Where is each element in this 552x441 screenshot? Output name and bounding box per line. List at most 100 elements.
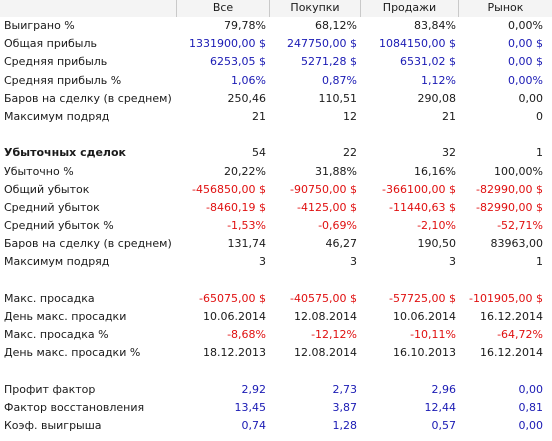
header-market[interactable]: Рынок — [458, 0, 552, 17]
row-value: 1,06% — [231, 73, 266, 87]
row-value: 110,51 — [318, 91, 358, 105]
row-value: 18.12.2013 — [203, 346, 266, 360]
row-value: 1084150,00 $ — [379, 37, 456, 51]
spacer-row — [0, 126, 552, 144]
row-value: -64,72% — [497, 328, 543, 342]
table-row: Общая прибыль 1331900,00 $ 247750,00 $ 1084… — [0, 35, 552, 53]
row-value: 0,00 $ — [508, 55, 543, 69]
row-value: -82990,00 $ — [476, 200, 543, 214]
row-value: -82990,00 $ — [476, 182, 543, 196]
row-value: 2,73 — [332, 382, 358, 396]
table-row: Макс. просадка % -8,68% -12,12% -10,11% -64,… — [0, 326, 552, 344]
row-label: Баров на сделку (в среднем) — [4, 237, 172, 251]
row-value: 0,00 — [518, 382, 544, 396]
row-value: -4125,00 $ — [297, 200, 357, 214]
row-label: Баров на сделку (в среднем) — [4, 91, 172, 105]
row-value: -12,12% — [311, 328, 357, 342]
row-label: День макс. просадки % — [4, 346, 141, 360]
table-row: Убыточных сделок 54 22 32 1 — [0, 144, 552, 162]
row-label: Максимум подряд — [4, 109, 110, 123]
row-label: День макс. просадки — [4, 310, 127, 323]
row-value: -65075,00 $ — [199, 291, 266, 305]
spacer-row — [0, 272, 552, 290]
row-value: -366100,00 $ — [382, 182, 456, 196]
table-row: Баров на сделку (в среднем) 131,74 46,27 19… — [0, 235, 552, 253]
table-row: Средний убыток % -1,53% -0,69% -2,10% -52,71… — [0, 217, 552, 235]
table-row: День макс. просадки 10.06.2014 12.08.2014 1… — [0, 308, 552, 326]
row-value: -2,10% — [417, 219, 456, 233]
row-label: Выиграно % — [4, 19, 75, 32]
row-value: -10,11% — [410, 328, 456, 342]
table-row: Макс. просадка -65075,00 $ -40575,00 $ -577… — [0, 290, 552, 308]
row-value: 13,45 — [234, 400, 267, 414]
table-row: Убыточно % 20,22% 31,88% 16,16% 100,00% — [0, 163, 552, 181]
row-label: Средний убыток — [4, 200, 100, 214]
row-value: 10.06.2014 — [393, 310, 456, 323]
row-value: 2,92 — [241, 382, 267, 396]
row-value: 21 — [442, 109, 456, 123]
row-value: 46,27 — [325, 237, 358, 251]
row-value: 12.08.2014 — [294, 310, 357, 323]
table-row: Максимум подряд 21 12 21 0 — [0, 108, 552, 126]
header-sells[interactable]: Продажи — [360, 0, 458, 17]
row-value: -1,53% — [227, 219, 266, 233]
row-value: 5271,28 $ — [301, 55, 357, 69]
row-value: 12 — [343, 109, 357, 123]
row-value: 3 — [259, 255, 266, 269]
row-value: 79,78% — [224, 19, 266, 32]
row-value: 6531,02 $ — [400, 55, 456, 69]
row-value: 3 — [350, 255, 357, 269]
row-value: -8,68% — [227, 328, 266, 342]
table-row: Баров на сделку (в среднем) 250,46 110,51 2… — [0, 90, 552, 108]
row-value: 0,00% — [508, 19, 543, 32]
row-value: 0,00 — [518, 419, 544, 433]
row-value: 247750,00 $ — [287, 37, 357, 51]
row-value: -40575,00 $ — [290, 291, 357, 305]
row-value: -0,69% — [318, 219, 357, 233]
row-value: 68,12% — [315, 19, 357, 32]
row-value: 1,28 — [332, 419, 358, 433]
row-label: Профит фактор — [4, 382, 96, 396]
row-value: 0,00 $ — [508, 37, 543, 51]
row-value: 54 — [252, 146, 266, 160]
table-row: Фактор восстановления 13,45 3,87 12,44 0,81 — [0, 399, 552, 417]
row-value: 0,00 — [518, 91, 544, 105]
row-label: Макс. просадка % — [4, 328, 109, 342]
row-value: 0,00% — [508, 73, 543, 87]
row-value: 2,96 — [431, 382, 457, 396]
row-value: 31,88% — [315, 164, 357, 178]
row-value: 1,12% — [421, 73, 456, 87]
stats-table-body: Выиграно % 79,78% 68,12% 83,84% 0,00% Общая п… — [0, 17, 552, 435]
row-value: 0,57 — [431, 419, 457, 433]
table-row: Средняя прибыль % 1,06% 0,87% 1,12% 0,00% — [0, 72, 552, 90]
row-value: 83,84% — [414, 19, 456, 32]
row-value: 22 — [343, 146, 357, 160]
row-label: Средняя прибыль % — [4, 73, 122, 87]
row-label: Общая прибыль — [4, 37, 97, 51]
row-value: 250,46 — [227, 91, 267, 105]
row-value: 190,50 — [417, 237, 457, 251]
header-label-column — [0, 0, 176, 17]
header-buys[interactable]: Покупки — [269, 0, 360, 17]
row-value: -101905,00 $ — [469, 291, 543, 305]
row-value: 16,16% — [414, 164, 456, 178]
row-value: 3 — [449, 255, 456, 269]
spacer-row — [0, 363, 552, 381]
table-row: Средняя прибыль 6253,05 $ 5271,28 $ 6531,02… — [0, 53, 552, 71]
row-value: 290,08 — [417, 91, 457, 105]
row-value: 12.08.2014 — [294, 346, 357, 360]
row-value: 83963,00 — [490, 237, 544, 251]
row-label: Фактор восстановления — [4, 400, 145, 414]
header-all[interactable]: Все — [176, 0, 269, 17]
table-row: Профит фактор 2,92 2,73 2,96 0,00 — [0, 381, 552, 399]
row-value: 1 — [536, 255, 543, 269]
row-value: 1331900,00 $ — [189, 37, 266, 51]
row-label: Убыточно % — [4, 164, 74, 178]
row-value: 16.10.2013 — [393, 346, 456, 360]
row-value: 6253,05 $ — [210, 55, 266, 69]
row-value: 32 — [442, 146, 456, 160]
row-value: -57725,00 $ — [389, 291, 456, 305]
column-header-row: Все Покупки Продажи Рынок — [0, 0, 552, 17]
row-value: 0,87% — [322, 73, 357, 87]
